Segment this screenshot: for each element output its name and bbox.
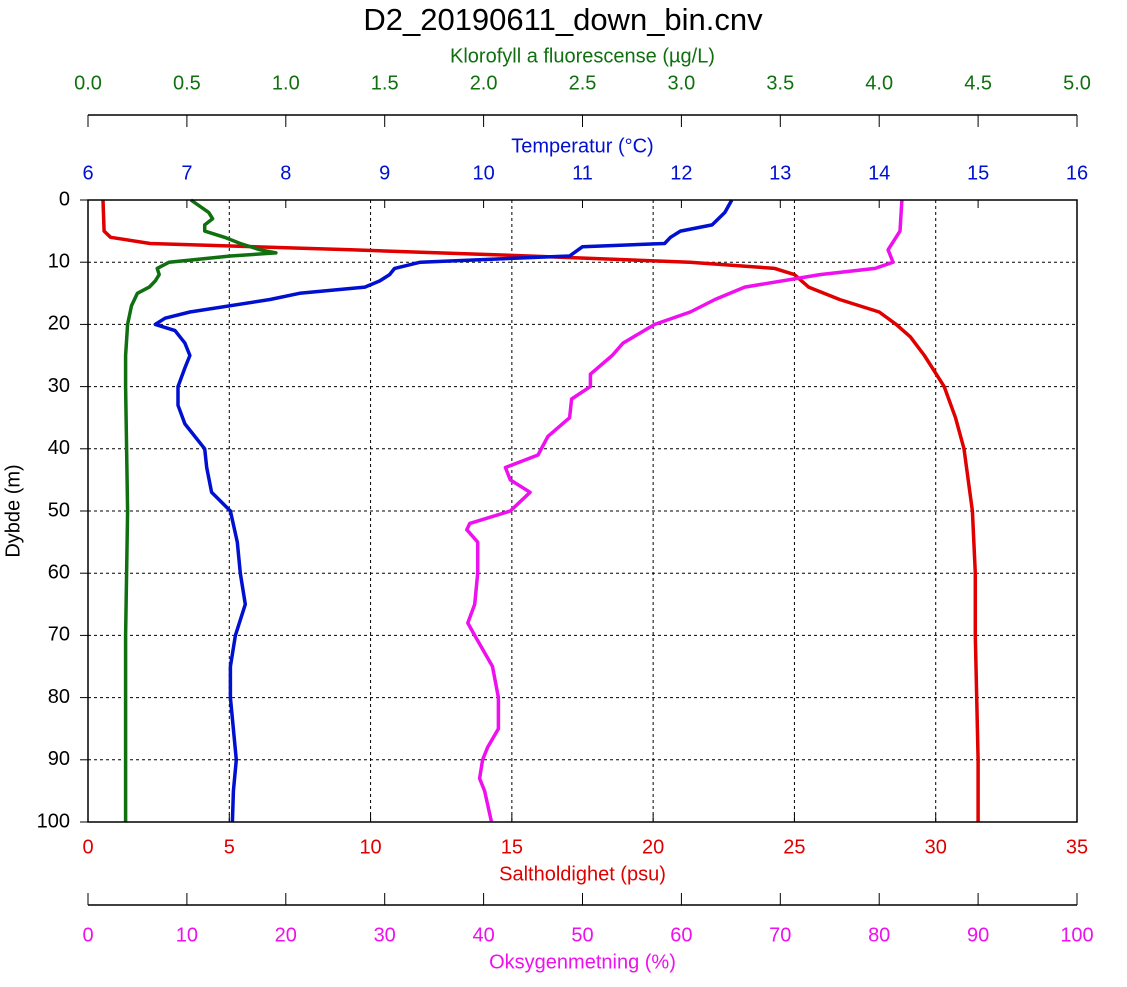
x-tick-label: 3.0	[667, 72, 695, 94]
plot-frame	[87, 199, 1078, 823]
x-tick-label: 100	[1060, 924, 1093, 946]
x-tick-label: 3.5	[766, 72, 794, 94]
x-tick-label: 35	[1066, 836, 1088, 858]
y-tick-label: 90	[48, 748, 70, 770]
x-tick-label: 0.5	[173, 72, 201, 94]
x-tick-label: 40	[472, 924, 494, 946]
x-tick-label: 0	[82, 924, 93, 946]
x-tick-label: 30	[374, 924, 396, 946]
x-tick-label: 15	[967, 162, 989, 184]
y-tick-label: 100	[37, 810, 70, 832]
x-tick-label: 4.5	[964, 72, 992, 94]
x-tick-label: 8	[280, 162, 291, 184]
x-axis-title: Oksygenmetning (%)	[489, 951, 676, 973]
x-tick-label: 14	[868, 162, 890, 184]
x-tick-label: 90	[967, 924, 989, 946]
x-tick-label: 0.0	[74, 72, 102, 94]
x-tick-label: 7	[181, 162, 192, 184]
x-tick-label: 25	[783, 836, 805, 858]
x-tick-label: 9	[379, 162, 390, 184]
x-tick-label: 30	[925, 836, 947, 858]
y-tick-label: 50	[48, 499, 70, 521]
y-tick-label: 80	[48, 686, 70, 708]
x-tick-label: 20	[642, 836, 664, 858]
y-tick-label: 10	[48, 250, 70, 272]
x-tick-label: 0	[82, 836, 93, 858]
profile-line	[123, 198, 278, 822]
x-tick-label: 60	[670, 924, 692, 946]
profile-line	[465, 199, 904, 823]
y-tick-label: 70	[48, 624, 70, 646]
x-tick-label: 16	[1066, 162, 1088, 184]
y-tick-label: 20	[48, 313, 70, 335]
y-tick-label: 0	[59, 188, 70, 210]
profile-line	[153, 199, 734, 823]
x-tick-label: 1.0	[272, 72, 300, 94]
y-tick-label: 60	[48, 561, 70, 583]
x-tick-label: 50	[571, 924, 593, 946]
profile-line	[101, 199, 980, 822]
x-axis-title: Temperatur (°C)	[511, 135, 653, 157]
x-tick-label: 11	[572, 162, 593, 184]
x-tick-label: 2.0	[470, 72, 498, 94]
y-axis-title: Dybde (m)	[2, 464, 24, 557]
y-tick-label: 30	[48, 375, 70, 397]
x-tick-label: 10	[176, 924, 198, 946]
x-tick-label: 12	[670, 162, 692, 184]
x-tick-label: 4.0	[865, 72, 893, 94]
x-tick-label: 10	[472, 162, 494, 184]
x-tick-label: 1.5	[371, 72, 399, 94]
x-axis-title: Saltholdighet (psu)	[499, 863, 666, 885]
x-tick-label: 70	[769, 924, 791, 946]
x-tick-label: 15	[501, 836, 523, 858]
x-tick-label: 6	[82, 162, 93, 184]
x-tick-label: 2.5	[569, 72, 597, 94]
x-tick-label: 80	[868, 924, 890, 946]
x-tick-label: 20	[275, 924, 297, 946]
y-tick-label: 40	[48, 437, 70, 459]
x-tick-label: 5.0	[1063, 72, 1091, 94]
x-tick-label: 10	[359, 836, 381, 858]
x-axis-title: Klorofyll a fluorescense (µg/L)	[450, 45, 715, 67]
chart-title: D2_20190611_down_bin.cnv	[363, 2, 763, 37]
x-tick-label: 13	[769, 162, 791, 184]
x-tick-label: 5	[224, 836, 235, 858]
